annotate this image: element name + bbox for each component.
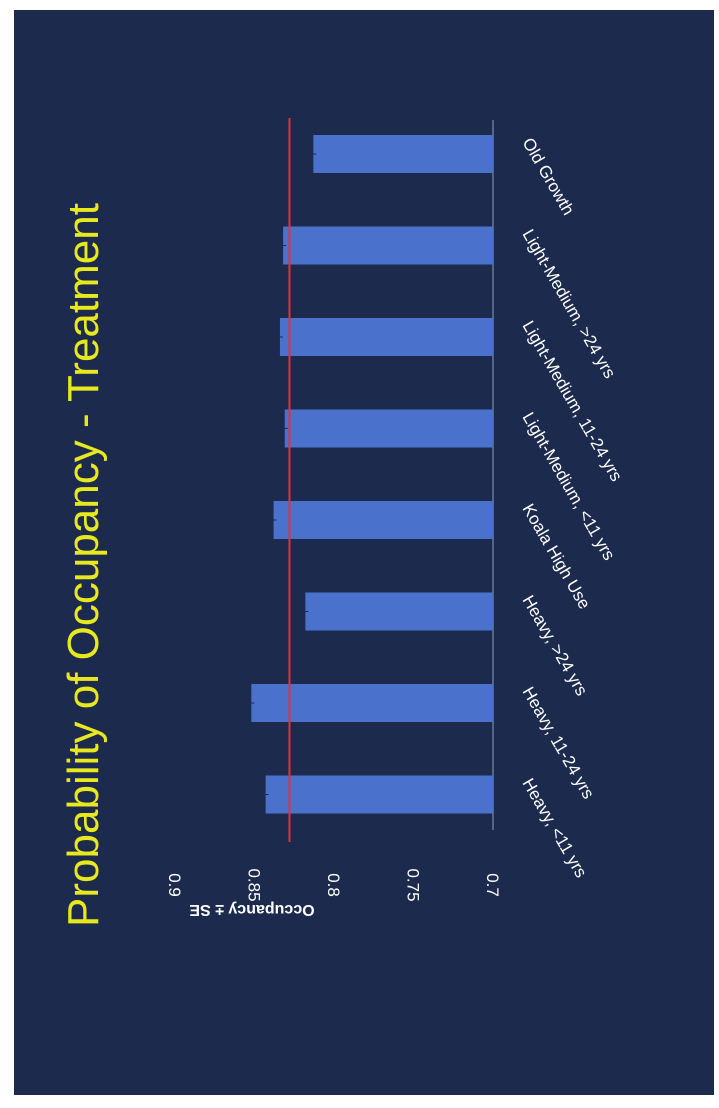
- chart-title: Probability of Occupancy - Treatment: [59, 203, 108, 927]
- bar: [284, 409, 493, 448]
- bar: [251, 684, 493, 722]
- bars: [248, 135, 493, 814]
- slide-background: [14, 10, 714, 1095]
- y-tick-label: 0.85: [245, 868, 264, 901]
- category-label: Light-Medium, <11 yrs: [519, 409, 619, 563]
- bar: [265, 775, 493, 814]
- y-tick-label: 0.7: [483, 873, 502, 897]
- y-tick-label: 0.9: [165, 873, 184, 897]
- bar: [305, 592, 493, 631]
- bar: [313, 135, 493, 173]
- y-axis-title: Occupancy ± SE: [189, 901, 315, 918]
- bar: [283, 226, 493, 265]
- bar: [279, 318, 493, 356]
- category-label: Light-Medium, >24 yrs: [519, 226, 620, 382]
- category-label: Old Growth: [519, 135, 578, 219]
- y-tick-label: 0.8: [324, 873, 343, 897]
- category-label: Light-Medium, 11-24 yrs: [519, 318, 626, 485]
- y-axis-ticks: 0.7 0.75 0.8 0.85 0.9: [165, 868, 502, 901]
- y-tick-label: 0.75: [404, 868, 423, 901]
- bar: [273, 501, 493, 539]
